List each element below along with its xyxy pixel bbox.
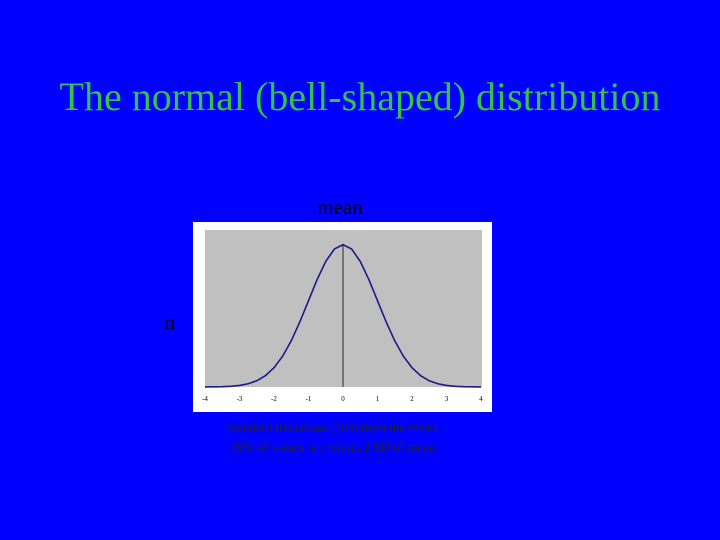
caption: 95% of values are within 2 SD of mean xyxy=(230,439,436,454)
mean-label: mean xyxy=(317,195,363,219)
x-tick-label: 4 xyxy=(479,395,483,403)
slide-title: The normal (bell-shaped) distribution xyxy=(60,74,661,119)
plot-area xyxy=(205,230,482,387)
x-tick-label: -4 xyxy=(202,395,208,403)
x-tick-label: 2 xyxy=(410,395,414,403)
x-tick-label: -1 xyxy=(306,395,312,403)
curve xyxy=(204,243,482,388)
n-label: n xyxy=(165,310,176,334)
x-tick-label: 3 xyxy=(445,395,449,403)
x-tick-label: -3 xyxy=(237,395,243,403)
x-tick-label: 0 xyxy=(341,395,345,403)
caption: Standard deviations (SD) from the mean. xyxy=(226,420,440,435)
x-tick-label: -2 xyxy=(271,395,277,403)
x-tick-label: 1 xyxy=(376,395,380,403)
